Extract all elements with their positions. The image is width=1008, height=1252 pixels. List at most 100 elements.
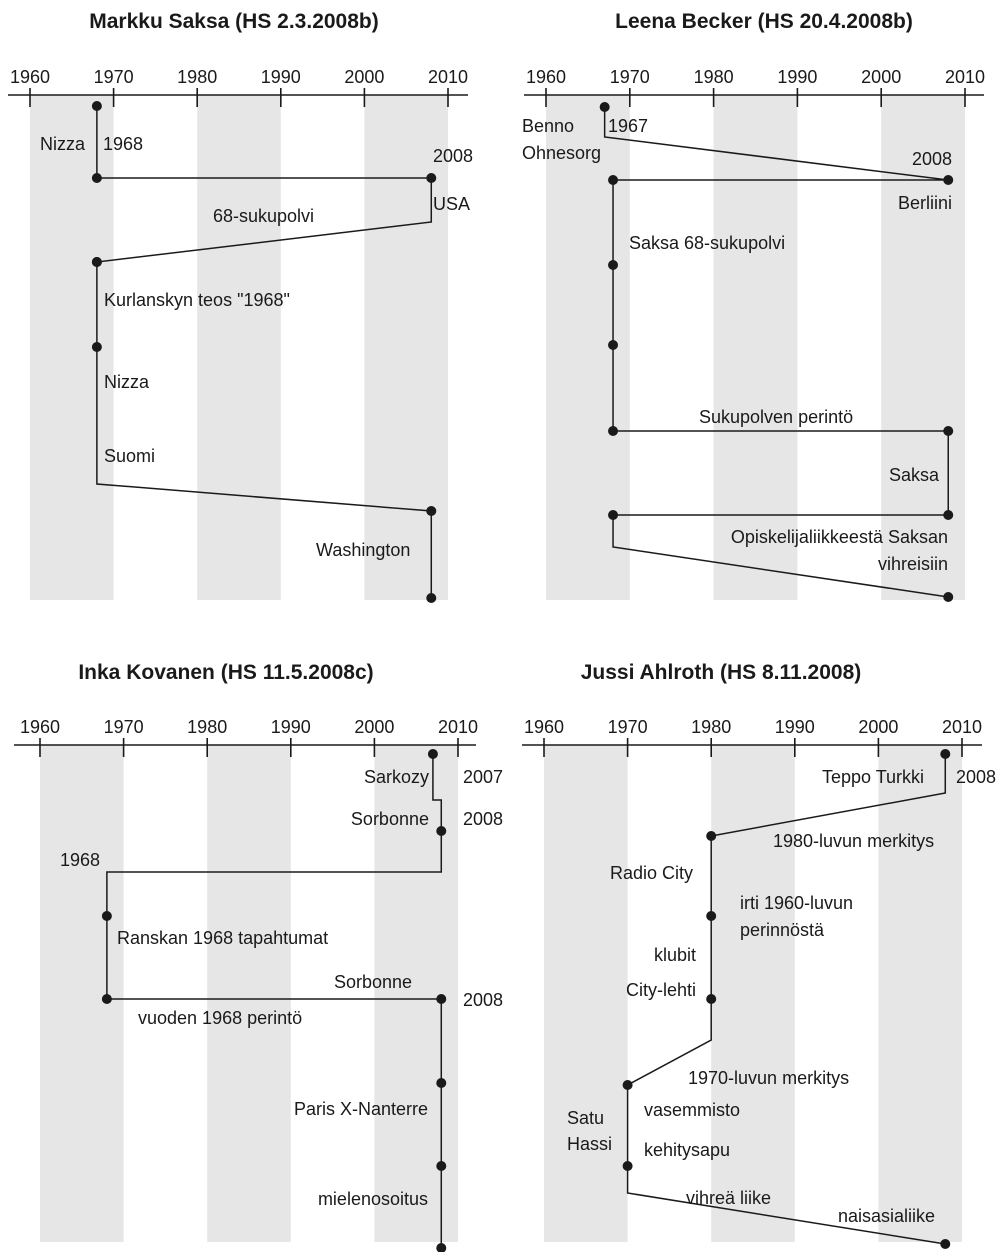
tick-label-2010: 2010 <box>942 717 982 737</box>
timeline-path <box>106 754 443 1248</box>
timeline-node <box>943 510 954 520</box>
timeline-path <box>603 107 949 598</box>
node-label: vuoden 1968 perintö <box>138 1008 302 1028</box>
decade-band-2000s <box>364 95 448 600</box>
tick-label-1980: 1980 <box>691 717 731 737</box>
tick-label-2010: 2010 <box>438 717 478 737</box>
timeline-node <box>943 426 954 436</box>
panel-title: Leena Becker (HS 20.4.2008b) <box>615 10 913 33</box>
tick-label-1980: 1980 <box>177 67 217 87</box>
tick-label-2000: 2000 <box>858 717 898 737</box>
node-label: Berliini <box>898 193 952 213</box>
timeline-node <box>91 342 102 352</box>
tick-label-1980: 1980 <box>187 717 227 737</box>
node-label: vihreisiin <box>878 554 948 574</box>
panel-markku-saksa: Markku Saksa (HS 2.3.2008b) 1960 1970 1980 1… <box>8 10 473 603</box>
node-label: 2008 <box>956 767 996 787</box>
node-label: Benno <box>522 116 574 136</box>
timeline-node <box>943 592 954 602</box>
node-label: Paris X-Nanterre <box>294 1099 428 1119</box>
panel-jussi-ahlroth: Jussi Ahlroth (HS 8.11.2008) 1960 1970 1980… <box>522 661 996 1249</box>
timeline-node <box>608 426 619 436</box>
timeline-node <box>101 911 112 921</box>
timeline-path <box>96 106 433 598</box>
node-label: 1970-luvun merkitys <box>688 1068 849 1088</box>
tick-label-1960: 1960 <box>524 717 564 737</box>
timeline-node <box>426 593 437 603</box>
timeline-node <box>91 257 102 267</box>
node-label: Nizza <box>40 134 86 154</box>
node-label: 2008 <box>463 809 503 829</box>
timeline-node <box>706 911 717 921</box>
timeline-node <box>436 1243 447 1252</box>
tick-label-1970: 1970 <box>104 717 144 737</box>
node-label: Saksa 68-sukupolvi <box>629 233 785 253</box>
timeline-node <box>599 102 610 112</box>
node-label: City-lehti <box>626 980 696 1000</box>
tick-label-1970: 1970 <box>610 67 650 87</box>
node-label: 2007 <box>463 767 503 787</box>
timeline-node <box>427 749 438 759</box>
tick-label-1970: 1970 <box>608 717 648 737</box>
node-label: Kurlanskyn teos "1968" <box>104 290 290 310</box>
timeline-node <box>101 994 112 1004</box>
node-label: vasemmisto <box>644 1100 740 1120</box>
decade-band-1980s <box>711 745 795 1242</box>
timeline-node <box>608 340 619 350</box>
timeline-node <box>608 175 619 185</box>
timeline-node <box>608 510 619 520</box>
node-label: Sukupolven perintö <box>699 407 853 427</box>
panel-inka-kovanen: Inka Kovanen (HS 11.5.2008c) 1960 1970 1980… <box>14 661 503 1252</box>
timeline-node <box>426 506 437 516</box>
node-label: 2008 <box>463 990 503 1010</box>
tick-label-1960: 1960 <box>526 67 566 87</box>
node-label: vihreä liike <box>686 1188 771 1208</box>
timeline-node <box>622 1161 633 1171</box>
tick-label-1960: 1960 <box>10 67 50 87</box>
timeline-node <box>706 994 717 1004</box>
timeline-node <box>436 1078 447 1088</box>
timeline-node <box>436 826 447 836</box>
node-label: 1980-luvun merkitys <box>773 831 934 851</box>
tick-label-1980: 1980 <box>694 67 734 87</box>
node-label: Washington <box>316 540 410 560</box>
tick-label-2000: 2000 <box>354 717 394 737</box>
tick-label-1990: 1990 <box>777 67 817 87</box>
tick-label-1970: 1970 <box>94 67 134 87</box>
timeline-path <box>626 754 947 1245</box>
timeline-node <box>622 1080 633 1090</box>
decade-band-1960s <box>40 745 124 1242</box>
node-label: mielenosoitus <box>318 1189 428 1209</box>
decade-band-1980s <box>713 95 798 600</box>
node-label: 68-sukupolvi <box>213 206 314 226</box>
node-label: 2008 <box>912 149 952 169</box>
timeline-node <box>943 175 954 185</box>
panel-title: Markku Saksa (HS 2.3.2008b) <box>89 10 379 33</box>
decade-band-1980s <box>207 745 291 1242</box>
node-label: 1968 <box>103 134 143 154</box>
timeline-node <box>608 260 619 270</box>
timeline-node <box>940 1239 951 1249</box>
tick-label-1990: 1990 <box>271 717 311 737</box>
node-label: klubit <box>654 945 696 965</box>
decade-band-2000s <box>878 745 962 1242</box>
decade-band-1960s <box>544 745 628 1242</box>
node-label: Sorbonne <box>351 809 429 829</box>
node-label: 1968 <box>60 850 100 870</box>
node-label: Teppo Turkki <box>822 767 924 787</box>
tick-label-2010: 2010 <box>428 67 468 87</box>
timeline-node <box>91 173 102 183</box>
node-label: Hassi <box>567 1134 612 1154</box>
tick-label-1960: 1960 <box>20 717 60 737</box>
node-label: Ohnesorg <box>522 143 601 163</box>
timeline-node <box>436 1161 447 1171</box>
node-label: Nizza <box>104 372 150 392</box>
node-label: Ranskan 1968 tapahtumat <box>117 928 328 948</box>
timeline-node <box>706 831 717 841</box>
node-label: naisasialiike <box>838 1206 935 1226</box>
tick-label-2000: 2000 <box>861 67 901 87</box>
node-label: kehitysapu <box>644 1140 730 1160</box>
panel-title: Jussi Ahlroth (HS 8.11.2008) <box>581 661 862 684</box>
decade-band-2000s <box>881 95 965 600</box>
